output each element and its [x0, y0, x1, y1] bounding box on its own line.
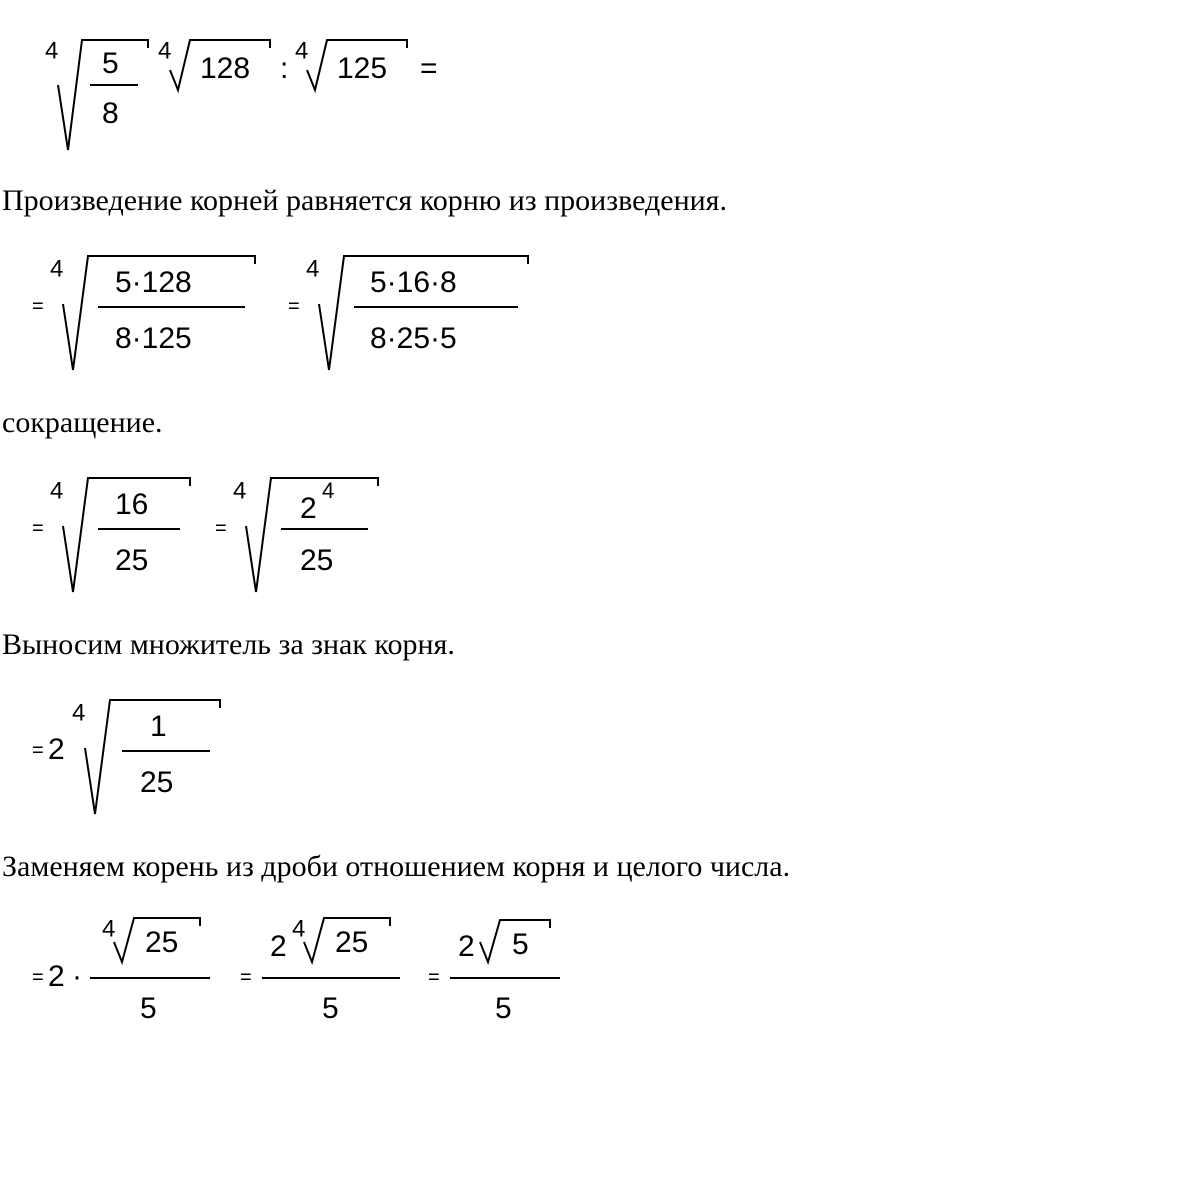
- b-rad: 25: [335, 926, 368, 959]
- equals: =: [32, 517, 44, 539]
- text-3: Выносим множитель за знак корня.: [2, 624, 1178, 666]
- num2-exp: 4: [322, 478, 334, 503]
- root-index: 4: [292, 915, 305, 942]
- expr4-svg: = 2 4 1 25: [30, 686, 290, 826]
- expr2: = 4 5·128 8·125 = 4 5·16·8 8·25·5: [30, 242, 1178, 382]
- radicand-128: 128: [200, 52, 250, 85]
- frac-num: 5: [102, 47, 119, 80]
- text-4: Заменяем корень из дроби отношением корн…: [2, 846, 1178, 888]
- coef: 2: [48, 733, 65, 766]
- den1: 25: [115, 544, 148, 577]
- expr3: = 4 16 25 = 4 2 4 25: [30, 464, 1178, 604]
- dot: ·: [72, 960, 82, 993]
- num1: 5·128: [115, 266, 192, 299]
- a-rad: 25: [145, 926, 178, 959]
- num2: 5·16·8: [370, 266, 457, 299]
- text-1: Произведение корней равняется корню из п…: [2, 180, 1178, 222]
- root-index: 4: [45, 37, 58, 64]
- root-index: 4: [158, 37, 171, 64]
- c-coef: 2: [458, 930, 475, 963]
- equals: =: [215, 517, 227, 539]
- root-index: 4: [306, 255, 319, 282]
- equals: =: [32, 739, 44, 761]
- c-den: 5: [495, 992, 512, 1025]
- c-rad: 5: [512, 928, 529, 961]
- equals: =: [420, 52, 438, 85]
- root-index: 4: [50, 477, 63, 504]
- num: 1: [150, 710, 167, 743]
- a-den: 5: [140, 992, 157, 1025]
- expr2-svg: = 4 5·128 8·125 = 4 5·16·8 8·25·5: [30, 242, 590, 382]
- expr5-svg: = 2 · 4 25 5 = 2 4 25 5 = 2 5 5: [30, 908, 670, 1048]
- equals: =: [240, 966, 252, 988]
- num2-base: 2: [300, 492, 317, 525]
- equals: =: [428, 966, 440, 988]
- expr1: 4 5 8 4 128 : 4 125 =: [30, 30, 1178, 160]
- expr1-svg: 4 5 8 4 128 : 4 125 =: [30, 30, 460, 160]
- frac-den: 8: [102, 97, 119, 130]
- num1: 16: [115, 488, 148, 521]
- root-index: 4: [102, 915, 115, 942]
- colon: :: [280, 52, 288, 85]
- den2: 25: [300, 544, 333, 577]
- coef: 2: [48, 960, 65, 993]
- equals: =: [288, 295, 300, 317]
- den: 25: [140, 766, 173, 799]
- root-index: 4: [233, 477, 246, 504]
- b-den: 5: [322, 992, 339, 1025]
- text-2: сокращение.: [2, 402, 1178, 444]
- root-index: 4: [50, 255, 63, 282]
- den2: 8·25·5: [370, 322, 457, 355]
- b-coef: 2: [270, 930, 287, 963]
- root-index: 4: [72, 699, 85, 726]
- radicand-125: 125: [337, 52, 387, 85]
- den1: 8·125: [115, 322, 192, 355]
- expr3-svg: = 4 16 25 = 4 2 4 25: [30, 464, 450, 604]
- expr4: = 2 4 1 25: [30, 686, 1178, 826]
- equals: =: [32, 966, 44, 988]
- expr5: = 2 · 4 25 5 = 2 4 25 5 = 2 5 5: [30, 908, 1178, 1048]
- root-index: 4: [295, 37, 308, 64]
- equals: =: [32, 295, 44, 317]
